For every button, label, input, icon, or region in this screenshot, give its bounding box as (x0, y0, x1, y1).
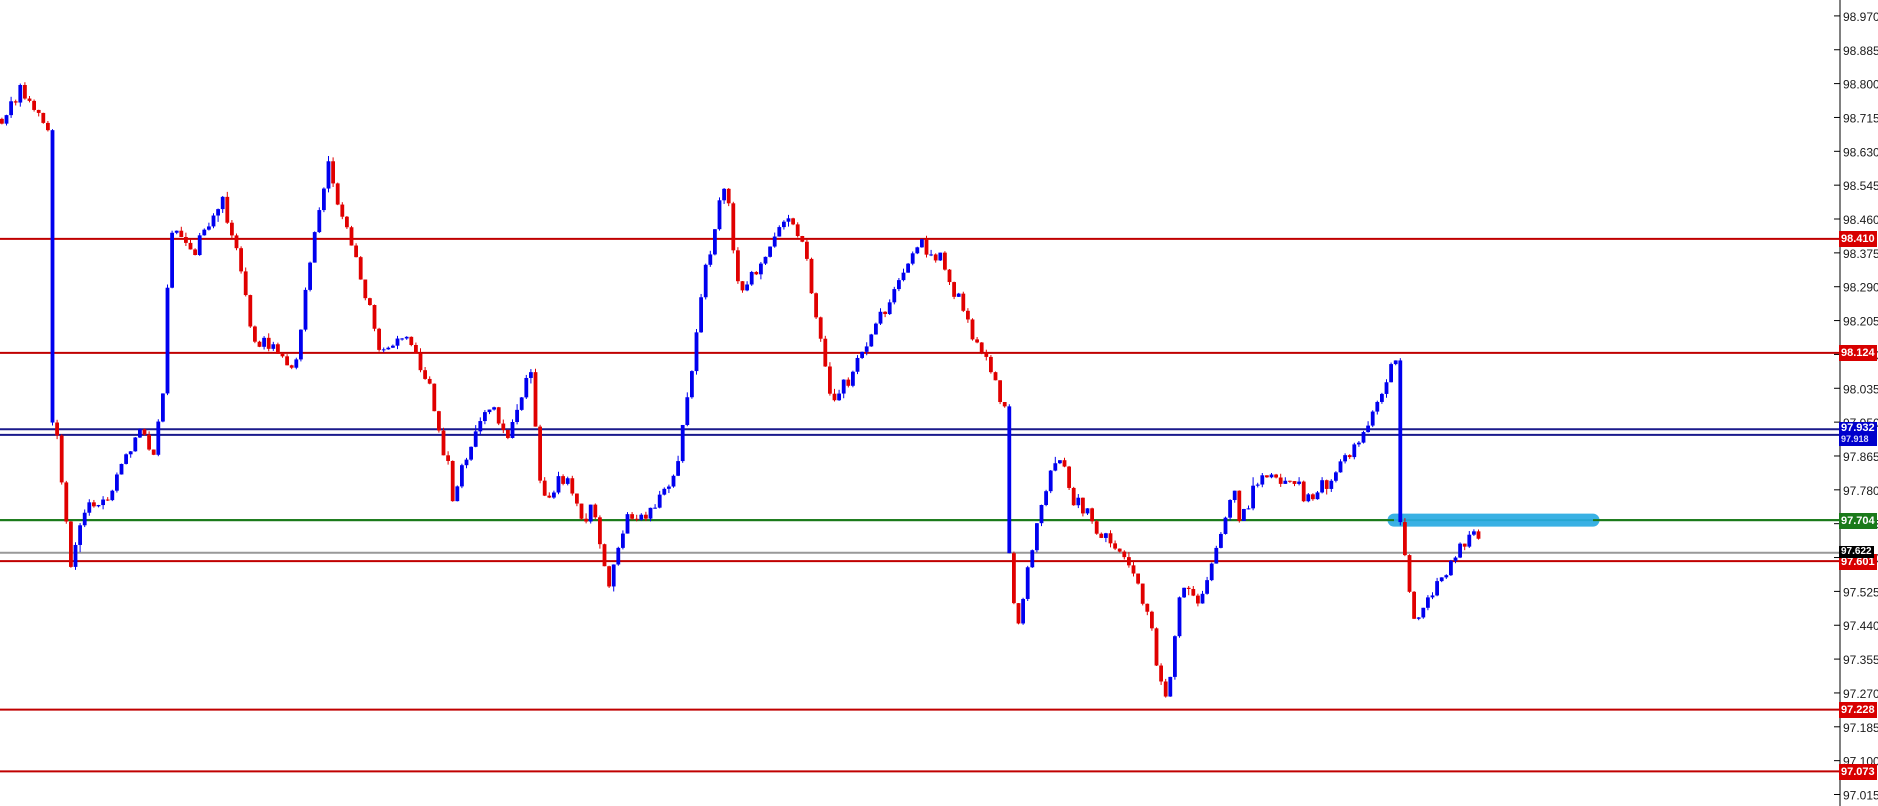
svg-text:97.270: 97.270 (1843, 687, 1878, 701)
svg-text:97.525: 97.525 (1843, 585, 1878, 599)
svg-text:98.205: 98.205 (1843, 315, 1878, 329)
svg-text:98.800: 98.800 (1843, 78, 1878, 92)
svg-text:97.185: 97.185 (1843, 721, 1878, 735)
svg-text:98.885: 98.885 (1843, 44, 1878, 58)
svg-text:98.545: 98.545 (1843, 179, 1878, 193)
svg-text:98.715: 98.715 (1843, 111, 1878, 125)
svg-text:98.630: 98.630 (1843, 145, 1878, 159)
svg-text:98.290: 98.290 (1843, 281, 1878, 295)
svg-text:97.015: 97.015 (1843, 789, 1878, 803)
svg-text:97.440: 97.440 (1843, 619, 1878, 633)
svg-text:98.460: 98.460 (1843, 213, 1878, 227)
svg-text:98.970: 98.970 (1843, 10, 1878, 24)
svg-text:98.035: 98.035 (1843, 382, 1878, 396)
svg-text:97.780: 97.780 (1843, 484, 1878, 498)
svg-text:98.375: 98.375 (1843, 247, 1878, 261)
svg-text:97.865: 97.865 (1843, 450, 1878, 464)
svg-text:97.355: 97.355 (1843, 653, 1878, 667)
